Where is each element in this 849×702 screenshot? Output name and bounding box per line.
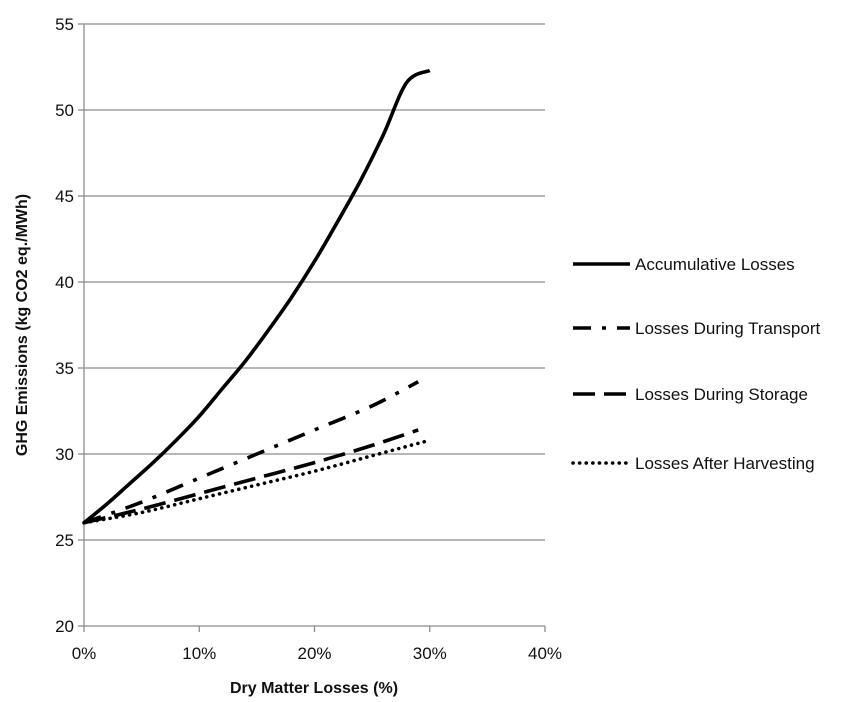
y-tick-label: 55 xyxy=(55,15,74,34)
x-tick-label: 30% xyxy=(413,644,447,663)
y-axis-title: GHG Emissions (kg CO2 eq./MWh) xyxy=(14,194,31,456)
series-line-losses-after-harvesting xyxy=(82,438,432,525)
x-tick-label: 20% xyxy=(297,644,331,663)
series-lines xyxy=(82,68,432,525)
y-tick-label: 45 xyxy=(55,187,74,206)
x-tick-label: 40% xyxy=(528,644,562,663)
y-tick-label: 25 xyxy=(55,531,74,550)
x-axis-title: Dry Matter Losses (%) xyxy=(230,680,398,697)
y-tick-label: 20 xyxy=(55,617,74,636)
legend: Accumulative Losses Losses During Transpo… xyxy=(571,255,820,473)
y-tick-label: 30 xyxy=(55,445,74,464)
y-tick-label: 40 xyxy=(55,273,74,292)
x-tick-label: 0% xyxy=(72,644,97,663)
legend-label-accumulative-losses: Accumulative Losses xyxy=(635,255,795,274)
series-line-losses-during-transport xyxy=(83,380,420,525)
series-line-accumulative-losses xyxy=(82,68,431,525)
y-tick-label: 35 xyxy=(55,359,74,378)
legend-label-losses-during-transport: Losses During Transport xyxy=(635,319,820,338)
gridlines xyxy=(84,23,545,627)
x-tick-label: 10% xyxy=(182,644,216,663)
axes: 20 25 30 35 40 45 50 55 0% 10% 20% 30% 40% xyxy=(55,15,562,663)
series-line-losses-during-storage xyxy=(83,428,419,525)
legend-label-losses-after-harvesting: Losses After Harvesting xyxy=(635,454,815,473)
legend-label-losses-during-storage: Losses During Storage xyxy=(635,385,808,404)
y-tick-label: 50 xyxy=(55,101,74,120)
